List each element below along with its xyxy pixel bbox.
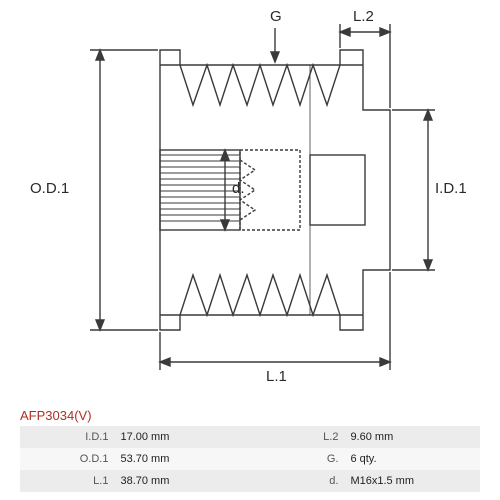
spec-val: 53.70 mm <box>114 448 250 470</box>
label-g: G <box>270 8 282 25</box>
spec-val: 38.70 mm <box>114 470 250 492</box>
technical-drawing: O.D.1 I.D.1 L.1 L.2 G d. <box>30 10 470 390</box>
label-l1: L.1 <box>266 368 287 385</box>
spec-table: I.D.1 17.00 mm L.2 9.60 mm O.D.1 53.70 m… <box>20 426 480 492</box>
table-row: O.D.1 53.70 mm G. 6 qty. <box>20 448 480 470</box>
spec-val: 17.00 mm <box>114 426 250 448</box>
spec-val: 6 qty. <box>344 448 480 470</box>
spec-key: I.D.1 <box>20 426 114 448</box>
spec-key: L.1 <box>20 470 114 492</box>
spec-key: L.2 <box>250 426 344 448</box>
spec-key: O.D.1 <box>20 448 114 470</box>
spec-val: 9.60 mm <box>344 426 480 448</box>
spec-key: d. <box>250 470 344 492</box>
label-id1: I.D.1 <box>435 180 467 197</box>
label-l2: L.2 <box>353 8 374 25</box>
spec-val: M16x1.5 mm <box>344 470 480 492</box>
part-number: AFP3034(V) <box>20 408 92 423</box>
label-d: d. <box>232 180 245 197</box>
spec-key: G. <box>250 448 344 470</box>
table-row: I.D.1 17.00 mm L.2 9.60 mm <box>20 426 480 448</box>
label-od1: O.D.1 <box>30 180 69 197</box>
table-row: L.1 38.70 mm d. M16x1.5 mm <box>20 470 480 492</box>
